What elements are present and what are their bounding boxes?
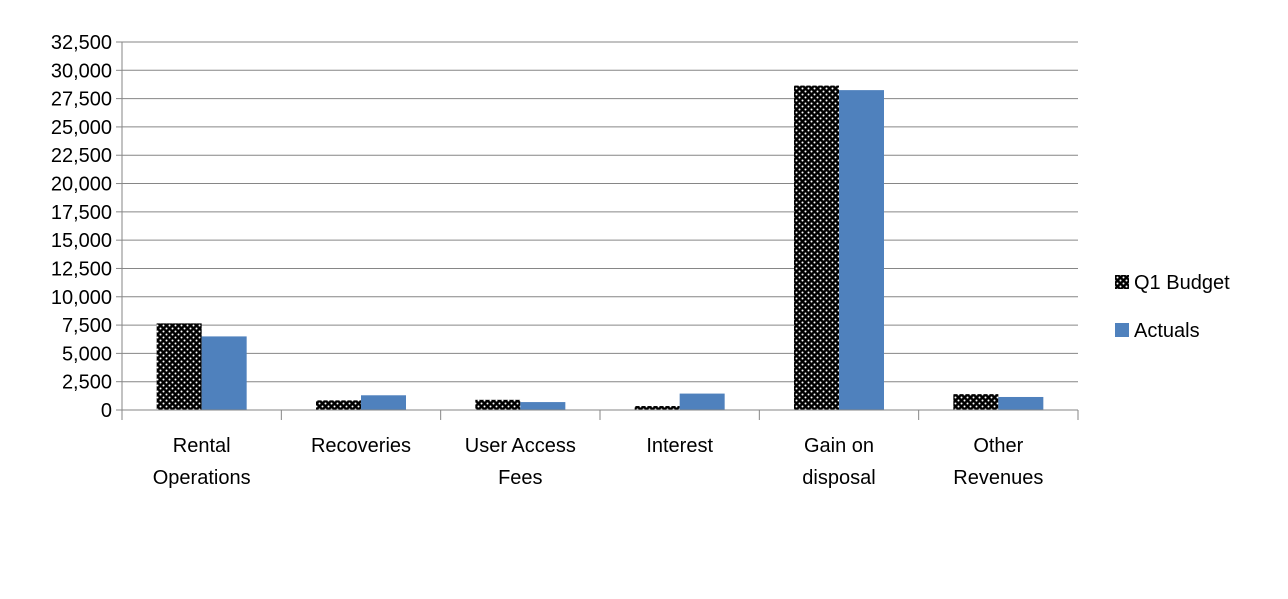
bar-actuals [839, 90, 884, 410]
y-tick-label: 15,000 [51, 230, 112, 252]
gridlines [122, 41, 1078, 383]
legend-swatch-q1-budget [1115, 275, 1129, 289]
x-tick-label: Fees [498, 467, 542, 489]
x-tick-label: Revenues [953, 467, 1043, 489]
bar-actuals [361, 395, 406, 410]
y-tick-label: 27,500 [51, 89, 112, 111]
y-tick-label: 30,000 [51, 60, 112, 82]
y-axis-tick-labels: 0 2,500 5,000 7,500 10,000 12,500 15,000 17,500… [51, 32, 112, 422]
y-tick-label: 10,000 [51, 287, 112, 309]
y-tick-label: 25,000 [51, 117, 112, 139]
x-axis-tick-labels: Rental Operations Recoveries User Access Fee… [153, 435, 1044, 489]
x-tick-label: User Access [465, 435, 576, 457]
bar-actuals [201, 336, 247, 410]
y-tick-label: 12,500 [51, 258, 112, 280]
x-tick-label: Rental [173, 435, 231, 457]
y-tick-label: 5,000 [62, 343, 112, 365]
x-tick-label: Gain on [804, 435, 874, 457]
y-tick-label: 20,000 [51, 174, 112, 196]
x-tick-label: Recoveries [311, 435, 411, 457]
legend-label: Actuals [1134, 320, 1200, 342]
x-tick-label: disposal [802, 467, 875, 489]
y-tick-label: 17,500 [51, 202, 112, 224]
legend: Q1 Budget Actuals [1115, 272, 1230, 342]
y-tick-label: 32,500 [51, 32, 112, 54]
y-tick-label: 0 [101, 400, 112, 422]
bars [156, 85, 1044, 411]
bar-q1-budget [316, 400, 361, 410]
y-tick-label: 7,500 [62, 315, 112, 337]
axes [116, 41, 1079, 420]
bar-q1-budget [794, 85, 839, 411]
bar-q1-budget [475, 399, 521, 410]
bar-q1-budget [156, 323, 202, 410]
bar-actuals [520, 402, 566, 410]
y-tick-label: 22,500 [51, 145, 112, 167]
legend-label: Q1 Budget [1134, 272, 1230, 294]
bar-actuals [998, 396, 1044, 410]
bar-q1-budget [634, 406, 680, 410]
legend-swatch-actuals [1115, 323, 1129, 337]
bar-actuals [679, 393, 725, 410]
bar-q1-budget [953, 394, 999, 410]
x-tick-label: Other [973, 435, 1023, 457]
x-tick-label: Operations [153, 467, 251, 489]
x-tick-label: Interest [646, 435, 713, 457]
y-tick-label: 2,500 [62, 372, 112, 394]
